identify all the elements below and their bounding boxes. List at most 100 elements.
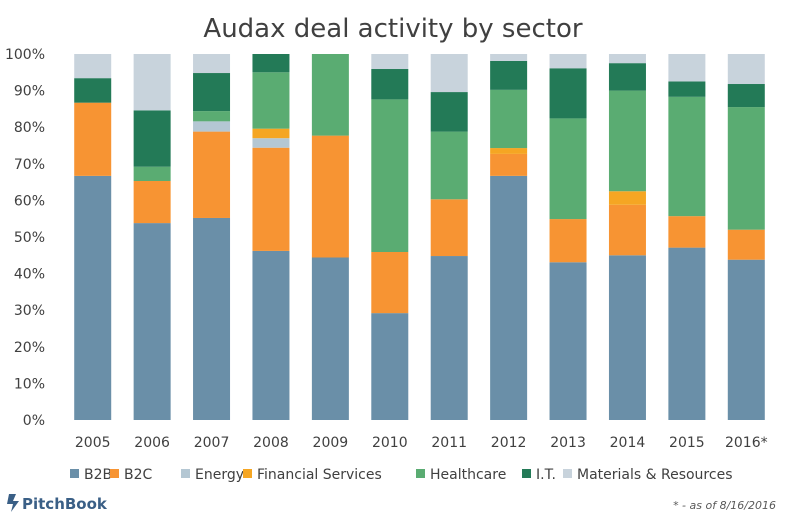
bar-segment	[311, 135, 349, 258]
bar-segment	[252, 138, 290, 148]
legend-label: B2B	[84, 467, 112, 483]
bar-segment	[608, 54, 646, 64]
legend-swatch	[563, 469, 572, 478]
bar-segment	[608, 63, 646, 91]
bar-segment	[193, 111, 231, 122]
legend-swatch	[416, 469, 425, 478]
bar-segment	[252, 250, 290, 420]
bar-segment	[193, 73, 231, 112]
x-tick-label: 2011	[431, 435, 467, 451]
chart-title: Audax deal activity by sector	[203, 14, 582, 44]
y-tick-label: 0%	[23, 413, 45, 429]
y-tick-label: 60%	[14, 193, 45, 209]
bar-segment	[430, 256, 468, 420]
bar-segment	[608, 255, 646, 420]
x-tick-label: 2008	[253, 435, 289, 451]
bar-segment	[490, 148, 528, 154]
bar-segment	[430, 54, 468, 93]
bar-segment	[490, 89, 528, 149]
x-axis: 2005 2006 2007 2008 2009 2010 2011 2012 2013 2014…	[75, 435, 768, 451]
y-axis: 0% 10% 20% 30% 40% 50% 60% 70% 80% 90% 100%	[5, 47, 45, 429]
bar-segment	[371, 313, 409, 420]
legend-label: Materials & Resources	[577, 467, 732, 483]
y-tick-label: 10%	[14, 376, 45, 392]
bar-segment	[727, 107, 765, 230]
bar-segment	[549, 219, 587, 263]
legend-label: Healthcare	[430, 467, 506, 483]
bar-segment	[727, 229, 765, 260]
x-tick-label: 2013	[550, 435, 586, 451]
bar-segment	[371, 54, 409, 70]
bar-segment	[193, 121, 231, 132]
bar-segment	[490, 153, 528, 176]
bar-segment	[311, 54, 349, 136]
bar-segment	[371, 69, 409, 100]
bar-segment	[74, 78, 112, 103]
bar-segment	[371, 99, 409, 252]
x-tick-label: 2014	[610, 435, 646, 451]
legend-label: Financial Services	[257, 467, 382, 483]
bar-segment	[668, 54, 706, 82]
bar-segment	[252, 128, 290, 139]
bars	[74, 54, 765, 420]
bar-segment	[252, 72, 290, 129]
bar-segment	[608, 90, 646, 192]
bar-segment	[549, 54, 587, 69]
bar-segment	[133, 181, 171, 224]
y-tick-label: 40%	[14, 267, 45, 283]
bar-segment	[549, 262, 587, 420]
bar-segment	[371, 252, 409, 314]
bar-segment	[727, 84, 765, 108]
pitchbook-logo-icon	[7, 494, 19, 512]
bar-segment	[193, 131, 231, 218]
bar-segment	[490, 54, 528, 61]
y-tick-label: 20%	[14, 340, 45, 356]
legend-swatch	[110, 469, 119, 478]
bar-segment	[133, 54, 171, 111]
y-tick-label: 90%	[14, 84, 45, 100]
bar-segment	[549, 68, 587, 119]
legend-swatch	[70, 469, 79, 478]
bar-segment	[549, 118, 587, 220]
bar-segment	[430, 131, 468, 200]
bar-segment	[252, 147, 290, 251]
bar-segment	[193, 54, 231, 74]
bar-segment	[133, 110, 171, 167]
legend-label: B2C	[124, 467, 153, 483]
x-tick-label: 2005	[75, 435, 111, 451]
bar-segment	[74, 175, 112, 420]
x-tick-label: 2006	[134, 435, 170, 451]
bar-segment	[668, 96, 706, 217]
pitchbook-logo: PitchBook	[7, 494, 108, 513]
y-tick-label: 80%	[14, 120, 45, 136]
y-tick-label: 30%	[14, 303, 45, 319]
bar-segment	[668, 216, 706, 248]
footnote: * - as of 8/16/2016	[673, 499, 776, 512]
x-tick-label: 2009	[313, 435, 349, 451]
y-tick-label: 50%	[14, 230, 45, 246]
legend-label: I.T.	[536, 467, 556, 483]
bar-segment	[252, 54, 290, 73]
y-tick-label: 70%	[14, 157, 45, 173]
bar-segment	[74, 54, 112, 79]
legend-swatch	[243, 469, 252, 478]
bar-segment	[490, 175, 528, 420]
x-tick-label: 2012	[491, 435, 527, 451]
x-tick-label: 2016*	[725, 435, 768, 451]
bar-segment	[490, 60, 528, 90]
x-tick-label: 2015	[669, 435, 705, 451]
bar-segment	[193, 217, 231, 420]
x-tick-label: 2010	[372, 435, 408, 451]
legend: B2B B2C Energy Financial Services Healthcare…	[70, 467, 732, 483]
legend-label: Energy	[195, 467, 244, 483]
bar-segment	[608, 191, 646, 205]
y-tick-label: 100%	[5, 47, 45, 63]
bar-segment	[668, 81, 706, 97]
brand-name: PitchBook	[22, 495, 108, 513]
bar-segment	[74, 102, 112, 176]
bar-segment	[133, 166, 171, 181]
bar-segment	[668, 247, 706, 420]
bar-segment	[133, 223, 171, 420]
